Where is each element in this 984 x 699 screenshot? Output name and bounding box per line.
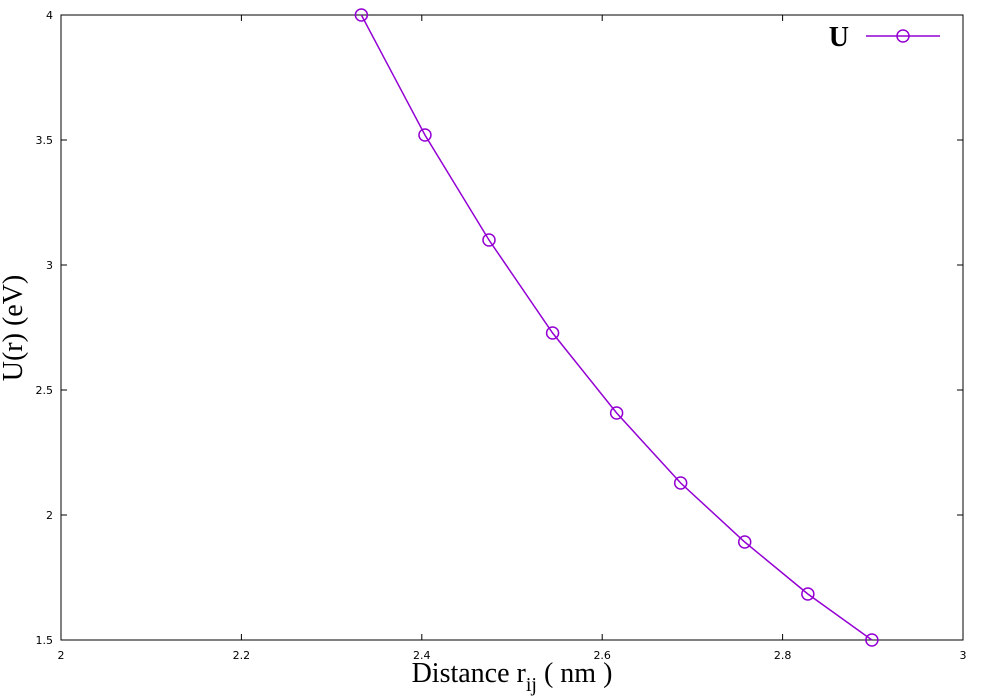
y-axis-label: U(r) (eV) [0, 275, 29, 382]
x-label-main: Distance r [412, 658, 527, 689]
y-tick-label: 2 [46, 509, 53, 522]
data-point [737, 535, 752, 549]
x-tick-label: 2.2 [233, 649, 251, 662]
x-label-unit: ( nm ) [537, 658, 612, 689]
x-tick-label: 2 [58, 649, 65, 662]
y-tick-label: 1.5 [36, 634, 54, 647]
y-tick-label: 3 [46, 259, 53, 272]
x-label-sub: ij [526, 674, 537, 696]
data-point [801, 587, 815, 601]
data-point [865, 633, 879, 647]
x-axis-label: Distance rij ( nm ) [412, 658, 613, 696]
y-tick-label: 3.5 [36, 134, 54, 147]
data-point [545, 326, 560, 340]
x-tick-label: 3 [960, 649, 967, 662]
data-point [418, 128, 432, 142]
data-line [360, 14, 873, 641]
legend-label: U [829, 22, 849, 53]
data-point [673, 476, 688, 490]
x-tick-label: 2.8 [774, 649, 792, 662]
data-point [354, 8, 369, 22]
y-tick-label: 4 [46, 9, 53, 22]
x-tick-label: 2.4 [413, 649, 431, 662]
y-tick-label: 2.5 [36, 384, 54, 397]
data-point [609, 406, 624, 420]
x-tick-label: 2.6 [593, 649, 611, 662]
legend-marker [896, 29, 910, 43]
plot-border [60, 14, 964, 641]
data-point [482, 233, 496, 247]
